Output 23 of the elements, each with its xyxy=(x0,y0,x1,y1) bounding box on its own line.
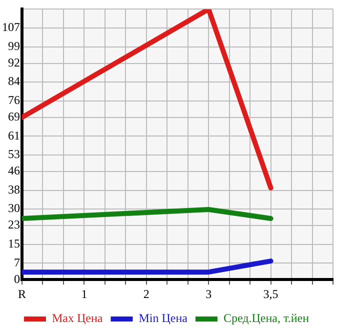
x-tick-label: 1 xyxy=(81,286,88,301)
y-tick-label: 69 xyxy=(8,110,20,124)
x-tick-label: R xyxy=(18,286,26,301)
y-tick-label: 0 xyxy=(14,272,20,286)
x-tick-label: 3 xyxy=(206,286,212,301)
y-tick-label: 30 xyxy=(8,201,20,216)
y-tick-label: 46 xyxy=(8,164,20,178)
legend-label: Сред.Цена, т.йен xyxy=(223,311,310,326)
legend-label: Min Цена xyxy=(138,311,188,326)
y-tick-label: 23 xyxy=(8,218,20,232)
x-tick-label: 3,5 xyxy=(263,286,278,301)
y-tick-label: 107 xyxy=(2,20,20,34)
y-tick-label: 38 xyxy=(8,182,20,196)
y-tick-label: 99 xyxy=(8,38,20,53)
legend-label: Max Цена xyxy=(52,311,104,326)
y-tick-label: 7 xyxy=(14,255,20,270)
y-tick-label: 92 xyxy=(8,55,20,70)
y-tick-label: 53 xyxy=(8,147,20,162)
x-tick-label: 2 xyxy=(143,286,150,301)
y-tick-label: 61 xyxy=(8,128,20,142)
y-tick-label: 15 xyxy=(8,236,20,250)
y-tick-label: 84 xyxy=(8,74,20,88)
y-tick-label: 76 xyxy=(8,93,20,108)
